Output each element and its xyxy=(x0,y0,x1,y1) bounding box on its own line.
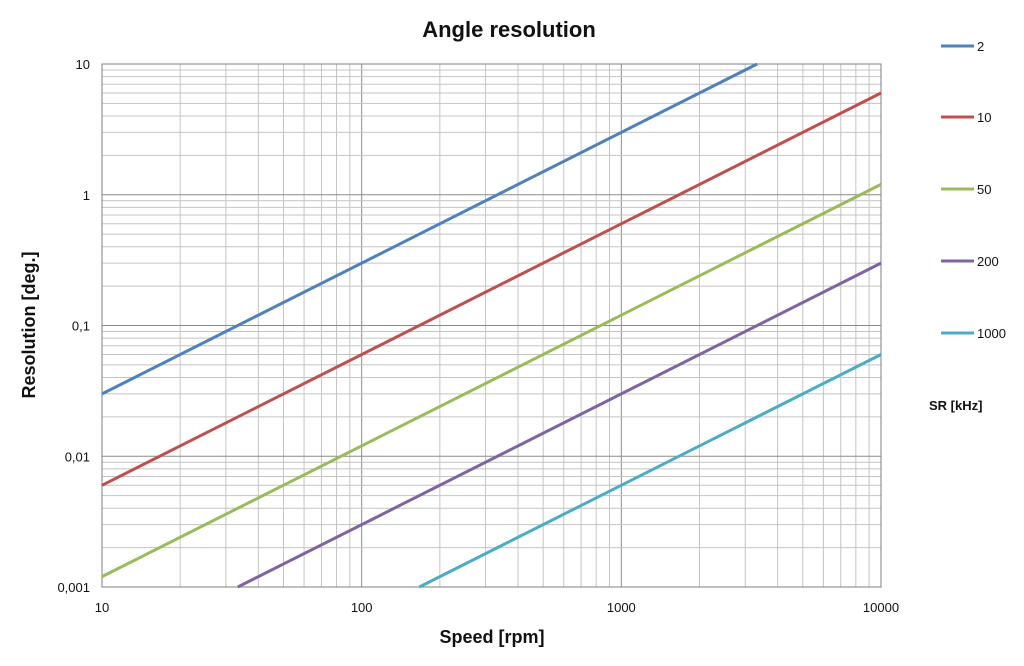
series-layer xyxy=(101,62,882,589)
legend: 2 10 50 200 1000 xyxy=(941,39,1006,341)
series-line-200 xyxy=(237,261,882,589)
legend-label-10: 10 xyxy=(977,110,991,125)
y-tick-labels: 0,001 0,01 0,1 1 10 xyxy=(57,57,90,595)
plot-frame xyxy=(101,63,882,588)
grid xyxy=(101,64,881,588)
x-tick-label: 10 xyxy=(95,600,109,615)
x-tick-label: 1000 xyxy=(607,600,636,615)
y-tick-label: 1 xyxy=(83,188,90,203)
y-tick-label: 0,1 xyxy=(72,319,90,334)
x-tick-label: 100 xyxy=(351,600,373,615)
legend-label-1000: 1000 xyxy=(977,326,1006,341)
legend-title: SR [kHz] xyxy=(929,398,982,413)
series-line-10 xyxy=(101,91,882,487)
legend-label-200: 200 xyxy=(977,254,999,269)
series-line-2 xyxy=(101,62,758,396)
chart-title: Angle resolution xyxy=(422,17,596,42)
y-tick-label: 0,01 xyxy=(65,449,90,464)
legend-label-2: 2 xyxy=(977,39,984,54)
legend-label-50: 50 xyxy=(977,182,991,197)
y-tick-label: 0,001 xyxy=(57,580,90,595)
x-tick-labels: 10 100 1000 10000 xyxy=(95,600,899,615)
y-axis-label: Resolution [deg.] xyxy=(19,252,39,399)
series-line-1000 xyxy=(418,353,882,589)
x-tick-label: 10000 xyxy=(863,600,899,615)
series-line-50 xyxy=(101,183,882,578)
y-tick-label: 10 xyxy=(76,57,90,72)
x-axis-label: Speed [rpm] xyxy=(439,627,544,647)
